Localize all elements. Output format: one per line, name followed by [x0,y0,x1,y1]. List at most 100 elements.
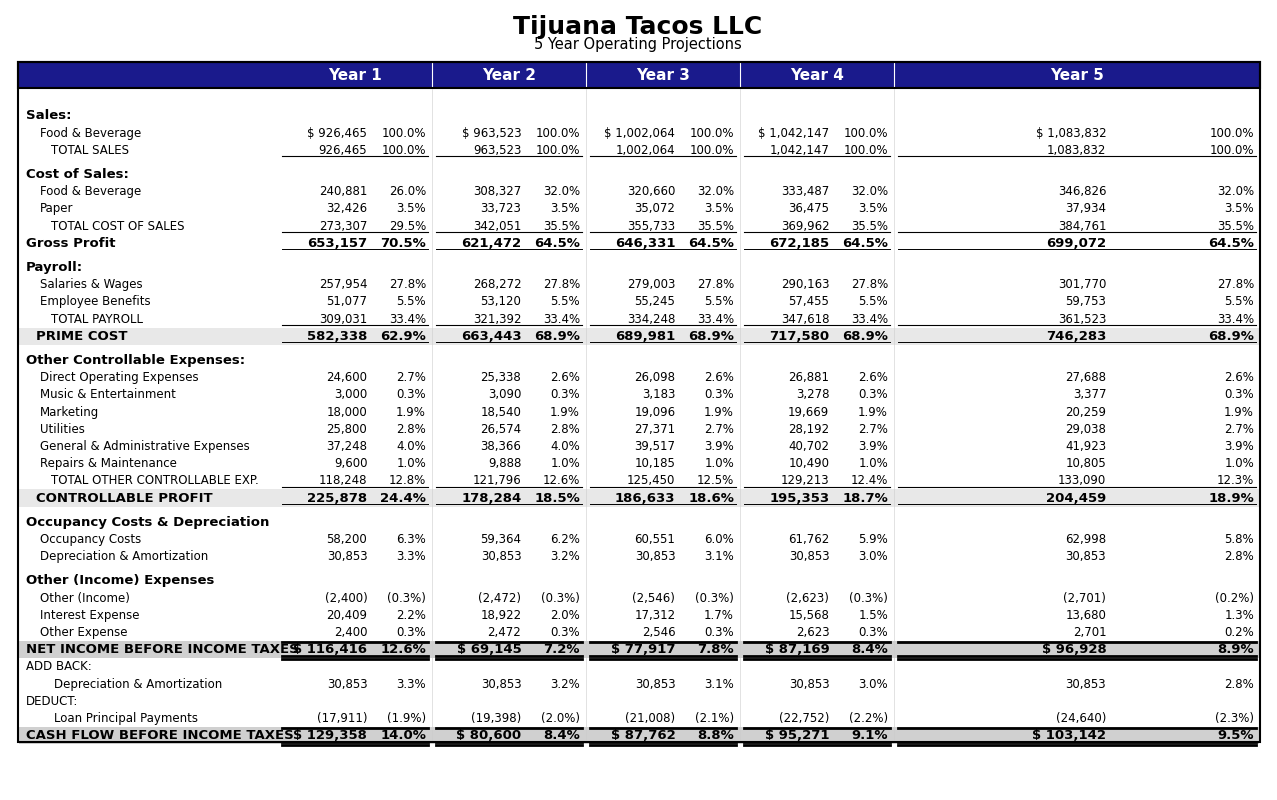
Text: 100.0%: 100.0% [535,144,580,157]
Text: 35,072: 35,072 [635,202,676,215]
Text: 195,353: 195,353 [769,491,829,505]
Text: Utilities: Utilities [40,422,84,436]
Text: 2.7%: 2.7% [396,371,427,384]
Text: 12.5%: 12.5% [697,474,734,487]
Text: $ 1,083,832: $ 1,083,832 [1036,126,1106,139]
Text: 2,546: 2,546 [642,626,676,639]
Text: 2,472: 2,472 [488,626,521,639]
Text: 0.3%: 0.3% [550,388,580,402]
Text: 10,490: 10,490 [788,457,829,470]
Text: Marketing: Marketing [40,406,100,418]
Text: 663,443: 663,443 [461,330,521,342]
Text: 6.3%: 6.3% [396,533,427,546]
Text: Food & Beverage: Food & Beverage [40,126,142,139]
Text: 0.3%: 0.3% [550,626,580,639]
Text: 582,338: 582,338 [306,330,368,342]
Text: Year 4: Year 4 [790,67,844,82]
Text: 3.9%: 3.9% [858,440,888,453]
Text: 333,487: 333,487 [782,185,829,198]
Text: (0.3%): (0.3%) [695,591,734,605]
Text: 60,551: 60,551 [635,533,676,546]
Text: 64.5%: 64.5% [534,237,580,250]
Text: 9.1%: 9.1% [852,729,888,742]
Text: 2.6%: 2.6% [1225,371,1254,384]
Text: 2.7%: 2.7% [858,422,888,436]
Text: 0.3%: 0.3% [858,388,888,402]
Text: 19,096: 19,096 [635,406,676,418]
Text: 342,051: 342,051 [472,219,521,233]
Text: Occupancy Costs & Depreciation: Occupancy Costs & Depreciation [26,516,269,529]
Text: 70.5%: 70.5% [381,237,427,250]
Text: 57,455: 57,455 [788,295,829,308]
Text: 15,568: 15,568 [788,609,829,622]
Text: 1.9%: 1.9% [858,406,888,418]
Text: 6.2%: 6.2% [550,533,580,546]
Text: 3.1%: 3.1% [704,678,734,690]
Text: 29,038: 29,038 [1065,422,1106,436]
Text: 1.9%: 1.9% [550,406,580,418]
Text: 963,523: 963,523 [472,144,521,157]
Text: (2,546): (2,546) [632,591,676,605]
Text: 18.5%: 18.5% [534,491,580,505]
Text: 68.9%: 68.9% [1208,330,1254,342]
Text: 1.0%: 1.0% [396,457,427,470]
Text: Year 2: Year 2 [481,67,536,82]
Text: 3.5%: 3.5% [858,202,888,215]
Text: (2.1%): (2.1%) [695,712,734,725]
Text: Year 5: Year 5 [1050,67,1103,82]
Text: Other (Income) Expenses: Other (Income) Expenses [26,574,215,587]
Text: 2.6%: 2.6% [704,371,734,384]
Text: 20,259: 20,259 [1065,406,1106,418]
Text: 1,042,147: 1,042,147 [770,144,829,157]
Text: 2.8%: 2.8% [1225,550,1254,563]
Text: 100.0%: 100.0% [382,126,427,139]
Text: 37,248: 37,248 [327,440,368,453]
Text: 4.0%: 4.0% [396,440,427,453]
Text: 273,307: 273,307 [319,219,368,233]
Text: 12.4%: 12.4% [850,474,888,487]
Text: 2.8%: 2.8% [396,422,427,436]
Text: 3.5%: 3.5% [705,202,734,215]
Text: 35.5%: 35.5% [850,219,888,233]
Text: 186,633: 186,633 [614,491,676,505]
Text: Payroll:: Payroll: [26,261,83,274]
Text: 2,701: 2,701 [1073,626,1106,639]
Text: 2.0%: 2.0% [550,609,580,622]
Text: 33.4%: 33.4% [543,313,580,326]
Bar [18,62,1260,88]
Text: 4.0%: 4.0% [550,440,580,453]
Bar [19,328,1259,345]
Text: $ 77,917: $ 77,917 [610,643,676,656]
Text: Paper: Paper [40,202,74,215]
Text: 746,283: 746,283 [1046,330,1106,342]
Text: 25,338: 25,338 [480,371,521,384]
Text: 30,853: 30,853 [635,550,676,563]
Text: 699,072: 699,072 [1046,237,1106,250]
Text: $ 80,600: $ 80,600 [456,729,521,742]
Text: 14.0%: 14.0% [381,729,427,742]
Text: TOTAL PAYROLL: TOTAL PAYROLL [51,313,143,326]
Text: (0.3%): (0.3%) [541,591,580,605]
Text: 12.8%: 12.8% [388,474,427,487]
Text: 40,702: 40,702 [788,440,829,453]
Text: 100.0%: 100.0% [1209,126,1254,139]
Text: (1.9%): (1.9%) [387,712,427,725]
Text: 100.0%: 100.0% [382,144,427,157]
Text: 2.7%: 2.7% [704,422,734,436]
Text: Other Controllable Expenses:: Other Controllable Expenses: [26,354,245,367]
Text: 8.4%: 8.4% [852,643,888,656]
Text: 30,853: 30,853 [480,550,521,563]
Text: (22,752): (22,752) [779,712,829,725]
Text: 225,878: 225,878 [308,491,368,505]
Text: 3,090: 3,090 [488,388,521,402]
Text: 25,800: 25,800 [327,422,368,436]
Text: 24.4%: 24.4% [381,491,427,505]
Text: 5.5%: 5.5% [705,295,734,308]
Bar [18,62,1260,742]
Text: 38,366: 38,366 [480,440,521,453]
Text: 35.5%: 35.5% [1217,219,1254,233]
Text: 29.5%: 29.5% [388,219,427,233]
Text: 8.9%: 8.9% [1217,643,1254,656]
Text: Direct Operating Expenses: Direct Operating Expenses [40,371,199,384]
Text: 13,680: 13,680 [1065,609,1106,622]
